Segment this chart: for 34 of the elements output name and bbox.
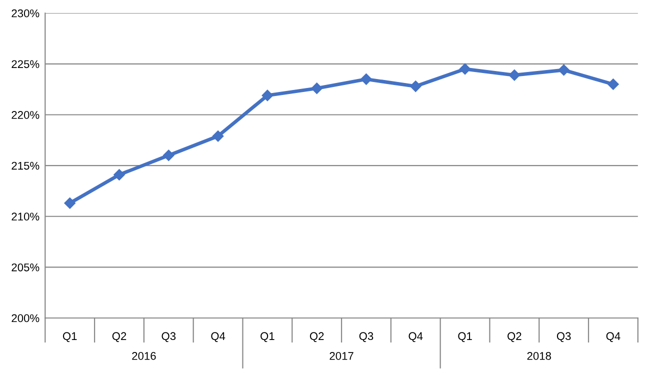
point: [64, 198, 76, 209]
point: [311, 82, 322, 94]
x-tick-label: Q3: [556, 332, 571, 342]
x-tick-label: Q3: [162, 332, 176, 342]
text: 2018: [527, 352, 551, 360]
point: [114, 169, 125, 180]
x-tick-label: Q1: [458, 332, 472, 342]
point: [410, 80, 422, 92]
y-tick-label: 200%: [12, 314, 40, 322]
point: [459, 63, 471, 75]
y-tick-label: 205%: [12, 263, 40, 272]
x-tick-label: Q4: [211, 332, 226, 342]
y-tick-label: 210%: [12, 212, 40, 221]
point: [558, 64, 570, 76]
y-tick-label: 215%: [12, 162, 40, 170]
point: [508, 70, 520, 81]
point: [608, 78, 619, 90]
point: [360, 74, 372, 85]
text: 2017: [330, 352, 354, 360]
x-tick-label: Q2: [112, 332, 126, 342]
x-tick-label: Q4: [606, 332, 620, 342]
x-tick-label: Q1: [260, 332, 274, 342]
x-tick-label: Q3: [359, 332, 374, 342]
x-tick-label: Q1: [62, 332, 77, 342]
point: [212, 130, 224, 142]
x-tick-label: Q2: [310, 332, 324, 342]
x-tick-label: Q4: [408, 332, 423, 342]
y-tick-label: 225%: [12, 60, 40, 68]
x-tick-label: Q2: [508, 332, 522, 342]
y-tick-label: 230%: [12, 9, 40, 18]
y-tick-label: 220%: [12, 111, 40, 119]
text: 2016: [132, 352, 156, 360]
point: [262, 90, 274, 102]
point: [163, 150, 174, 162]
